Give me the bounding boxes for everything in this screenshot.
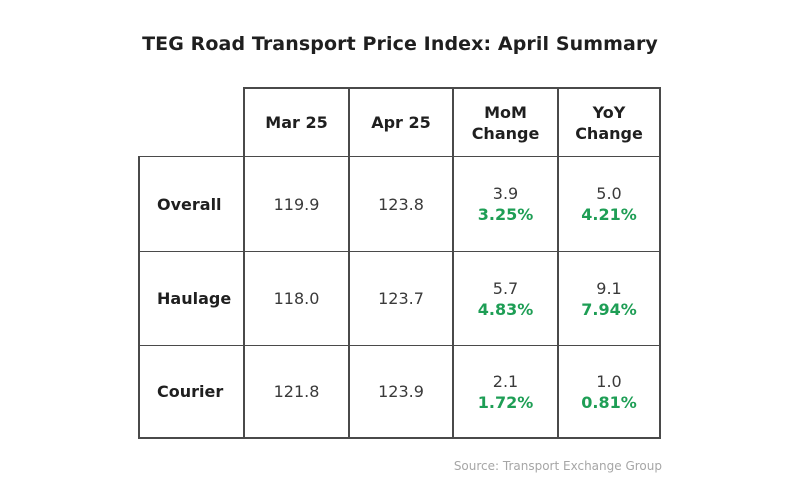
row-header-courier: Courier bbox=[157, 382, 224, 401]
yoy-change-percent: 7.94% bbox=[581, 299, 637, 319]
column-header-yoy: YoY Change bbox=[559, 89, 659, 156]
table-cell-mom: 3.9 3.25% bbox=[454, 157, 557, 251]
table-border-top bbox=[243, 87, 661, 89]
table-cell-apr: 123.7 bbox=[378, 289, 424, 308]
yoy-change-value: 1.0 bbox=[596, 371, 622, 391]
table-cell-mar: 121.8 bbox=[273, 382, 320, 401]
table-divider bbox=[243, 87, 245, 439]
table-cell-yoy: 5.0 4.21% bbox=[559, 157, 659, 251]
row-header-overall: Overall bbox=[157, 194, 222, 214]
column-header-mar: Mar 25 bbox=[245, 89, 348, 156]
column-header-label: Mar 25 bbox=[265, 113, 328, 132]
table-divider bbox=[348, 87, 350, 439]
summary-table: Mar 25 Apr 25 MoM Change YoY Change Over… bbox=[138, 87, 661, 439]
mom-change-value: 2.1 bbox=[492, 371, 519, 391]
table-cell-mom: 5.7 4.83% bbox=[454, 252, 557, 345]
column-header-mom: MoM Change bbox=[454, 89, 557, 156]
table-border-left bbox=[138, 156, 140, 439]
yoy-change-percent: 0.81% bbox=[581, 392, 637, 412]
page-title: TEG Road Transport Price Index: April Su… bbox=[142, 33, 658, 55]
mom-change-value: 5.7 bbox=[492, 278, 519, 298]
column-header-label: Apr 25 bbox=[371, 113, 431, 132]
source-note: Source: Transport Exchange Group bbox=[453, 459, 662, 473]
table-cell-yoy: 1.0 0.81% bbox=[559, 346, 659, 437]
column-header-sublabel: Change bbox=[471, 123, 540, 143]
yoy-change-value: 9.1 bbox=[596, 278, 622, 298]
column-header-apr: Apr 25 bbox=[350, 89, 452, 156]
table-cell-mar: 118.0 bbox=[273, 289, 320, 308]
column-header-label: YoY bbox=[592, 102, 626, 122]
column-header-sublabel: Change bbox=[575, 123, 643, 143]
table-border-bottom bbox=[138, 437, 661, 439]
table-cell-yoy: 9.1 7.94% bbox=[559, 252, 659, 345]
table-cell-mar: 119.9 bbox=[273, 194, 320, 214]
yoy-change-value: 5.0 bbox=[596, 184, 622, 203]
mom-change-percent: 3.25% bbox=[477, 205, 534, 224]
yoy-change-percent: 4.21% bbox=[581, 205, 637, 224]
table-divider bbox=[138, 251, 661, 252]
table-divider bbox=[138, 345, 661, 346]
mom-change-value: 3.9 bbox=[492, 184, 519, 203]
table-divider bbox=[557, 87, 559, 439]
column-header-label: MoM bbox=[484, 102, 527, 122]
table-divider bbox=[452, 87, 454, 439]
row-header-haulage: Haulage bbox=[157, 289, 232, 308]
mom-change-percent: 1.72% bbox=[477, 392, 534, 412]
table-cell-mom: 2.1 1.72% bbox=[454, 346, 557, 437]
table-cell-apr: 123.9 bbox=[378, 382, 424, 401]
table-divider bbox=[138, 156, 661, 157]
table-cell-apr: 123.8 bbox=[378, 194, 424, 214]
table-border-right bbox=[659, 87, 661, 439]
mom-change-percent: 4.83% bbox=[477, 299, 534, 319]
